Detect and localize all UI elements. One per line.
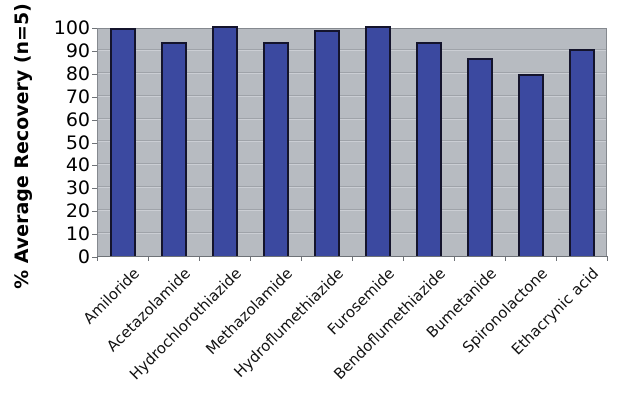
gridline-90	[98, 49, 606, 51]
bar-spironolactone	[518, 74, 544, 257]
gridline-70	[98, 95, 606, 97]
x-tick-mark	[505, 257, 506, 261]
x-tick-mark	[352, 257, 353, 261]
gridline-50	[98, 140, 606, 142]
gridline-30	[98, 186, 606, 188]
bar-bendoflumethiazide	[416, 42, 442, 257]
bar-hydrochlorothiazide	[212, 26, 238, 257]
y-tick-label: 70	[65, 86, 90, 108]
y-tick-label: 50	[65, 132, 90, 154]
y-tick-mark	[92, 257, 97, 258]
bar-acetazolamide	[161, 42, 187, 257]
y-tick-mark	[92, 74, 97, 75]
y-tick-mark	[92, 188, 97, 189]
gridline-80	[98, 72, 606, 74]
x-axis-line	[97, 256, 608, 257]
x-tick-mark	[250, 257, 251, 261]
gridline-20	[98, 209, 606, 211]
x-tick-mark	[97, 257, 98, 261]
gridline-60	[98, 118, 606, 120]
x-tick-mark	[301, 257, 302, 261]
x-tick-mark	[199, 257, 200, 261]
x-tick-mark	[148, 257, 149, 261]
y-axis-title: % Average Recovery (n=5)	[11, 3, 33, 289]
bar-amiloride	[110, 28, 136, 257]
y-tick-label: 30	[65, 177, 90, 199]
y-tick-mark	[92, 28, 97, 29]
y-tick-label: 0	[77, 246, 90, 268]
y-tick-mark	[92, 143, 97, 144]
y-tick-label: 90	[65, 40, 90, 62]
y-tick-mark	[92, 51, 97, 52]
x-tick-mark	[556, 257, 557, 261]
bar-hydroflumethiazide	[314, 30, 340, 257]
y-tick-mark	[92, 211, 97, 212]
y-tick-mark	[92, 120, 97, 121]
y-tick-label: 10	[65, 223, 90, 245]
y-tick-label: 100	[53, 17, 90, 39]
y-tick-label: 60	[65, 109, 90, 131]
bar-methazolamide	[263, 42, 289, 257]
bar-ethacrynic-acid	[569, 49, 595, 257]
y-tick-label: 40	[65, 154, 90, 176]
x-tick-mark	[607, 257, 608, 261]
gridline-40	[98, 163, 606, 165]
gridline-10	[98, 232, 606, 234]
y-tick-mark	[92, 234, 97, 235]
y-tick-label: 20	[65, 200, 90, 222]
y-tick-mark	[92, 97, 97, 98]
y-tick-label: 80	[65, 63, 90, 85]
bar-furosemide	[365, 26, 391, 257]
y-tick-mark	[92, 165, 97, 166]
bar-bumetanide	[467, 58, 493, 257]
x-tick-mark	[454, 257, 455, 261]
x-tick-mark	[403, 257, 404, 261]
